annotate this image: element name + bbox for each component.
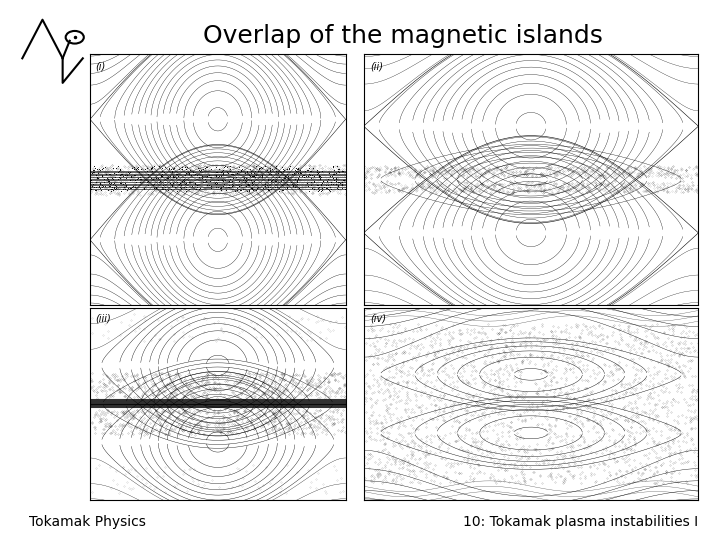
Text: Tokamak Physics: Tokamak Physics xyxy=(29,515,145,529)
Text: (i): (i) xyxy=(95,62,105,71)
Text: (iii): (iii) xyxy=(95,314,111,323)
Text: Overlap of the magnetic islands: Overlap of the magnetic islands xyxy=(203,24,603,48)
Text: 10: Tokamak plasma instabilities I: 10: Tokamak plasma instabilities I xyxy=(463,515,698,529)
Text: (ii): (ii) xyxy=(370,62,383,71)
Text: (iv): (iv) xyxy=(370,314,387,323)
